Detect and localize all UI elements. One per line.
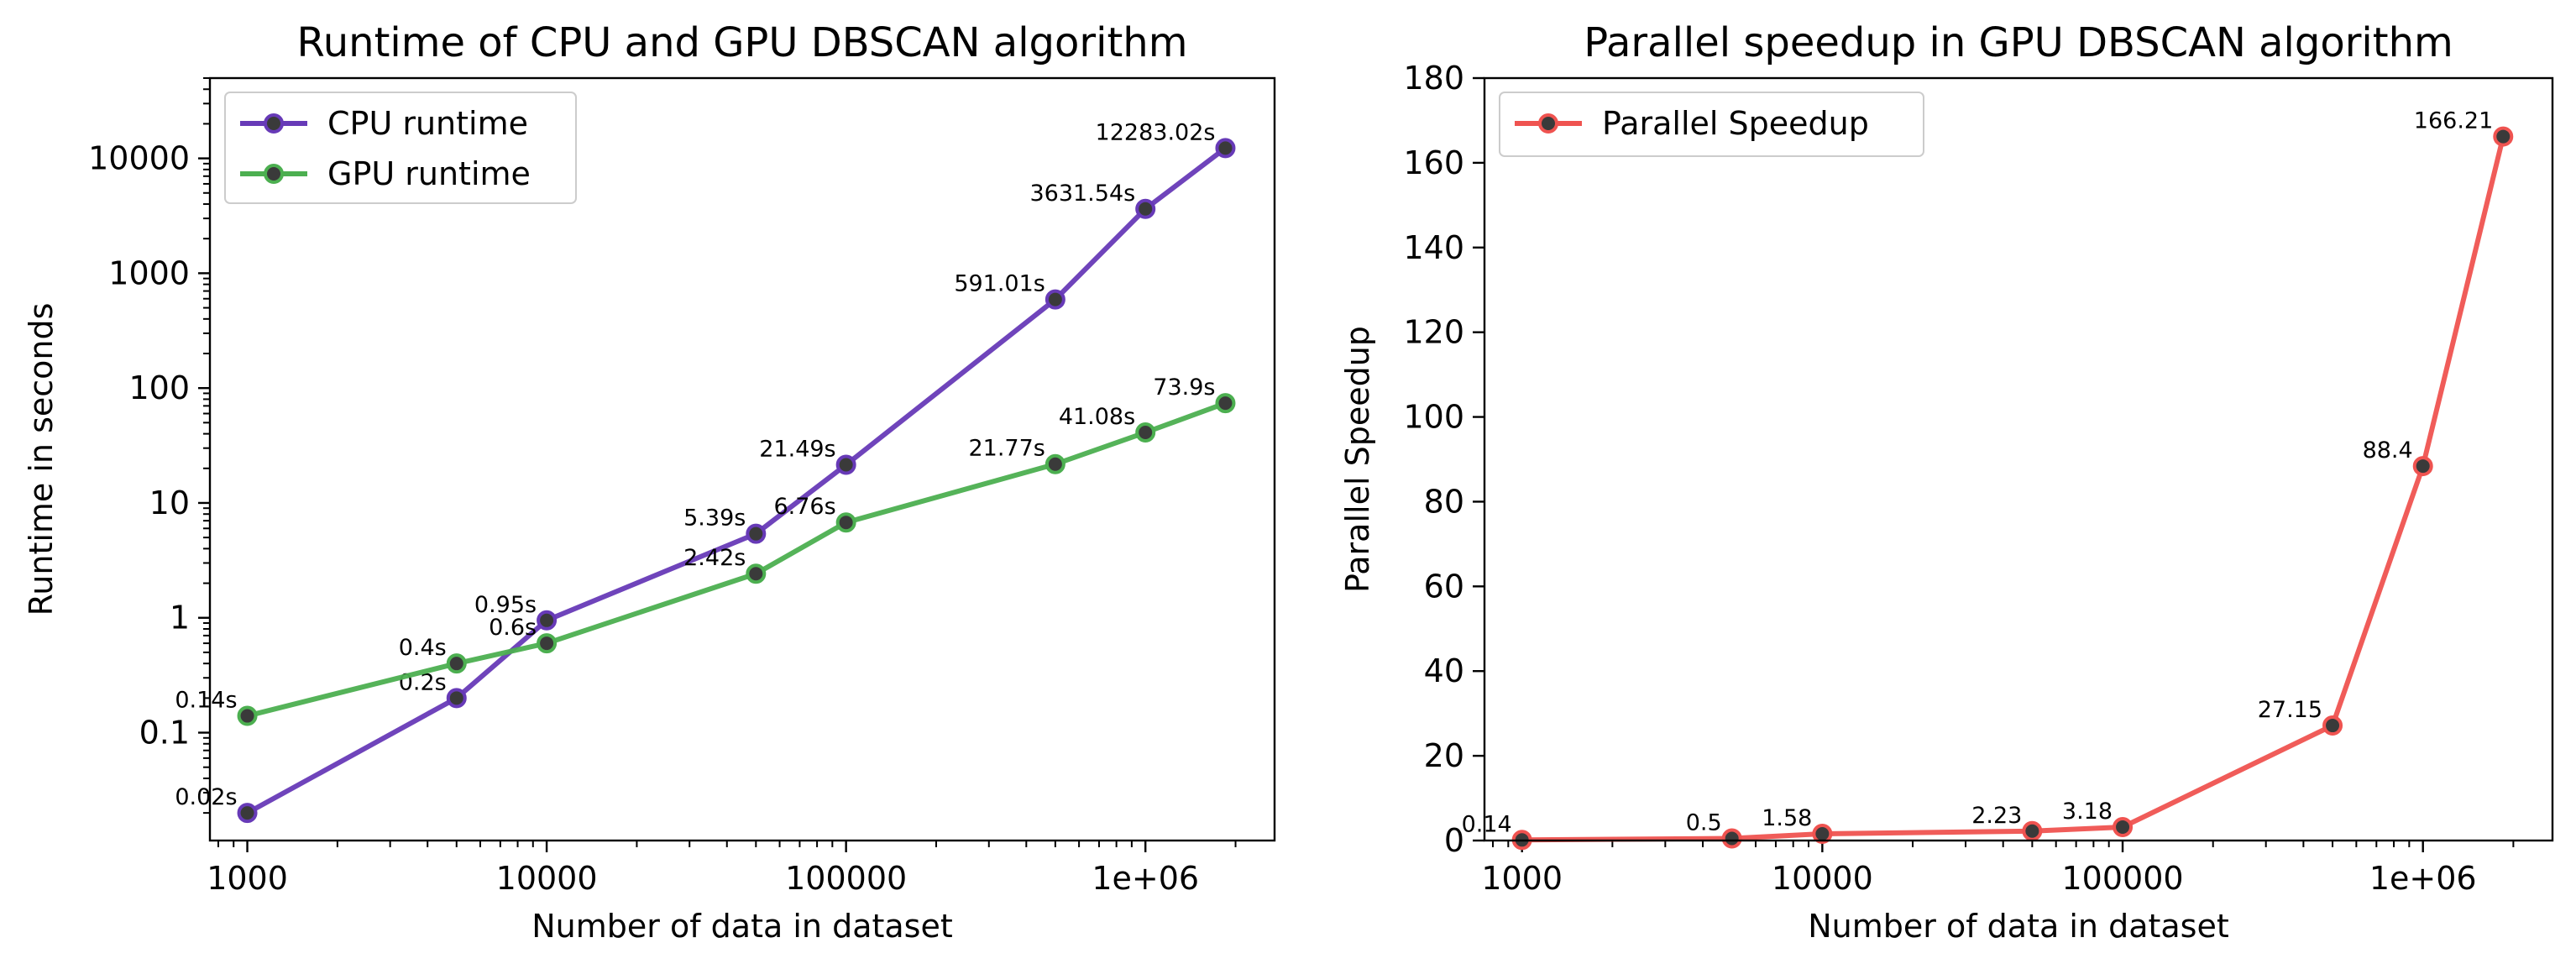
y-axis-label: Runtime in seconds [23,303,60,616]
data-label: 27.15 [2258,697,2322,723]
data-point [746,563,767,584]
x-tick-label: 1e+06 [1092,860,1199,897]
plot-frame [208,76,1276,842]
chart-title: Runtime of CPU and GPU DBSCAN algorithm [297,19,1188,66]
data-point [1045,289,1065,310]
x-axis-label: Number of data in dataset [531,908,953,945]
data-label: 2.23 [1971,803,2022,829]
data-point [1812,824,1833,845]
y-tick-label: 80 [1424,483,1464,520]
data-label: 73.9s [1153,375,1215,401]
data-label: 12283.02s [1096,119,1216,145]
y-tick-label: 10000 [88,140,190,177]
legend-box [1499,92,1924,157]
y-tick-label: 140 [1403,229,1464,266]
x-tick-label: 1000 [207,860,288,897]
data-point [237,705,258,726]
data-label: 3.18 [2062,799,2113,825]
data-label: 0.14s [175,688,237,714]
data-point [2322,715,2343,736]
data-label: 21.49s [759,437,835,463]
data-label: 0.95s [474,592,537,618]
data-point [537,633,558,654]
x-axis-label: Number of data in dataset [1808,908,2229,945]
legend-marker [264,164,284,184]
speedup-chart: Parallel speedup in GPU DBSCAN algorithm… [1339,19,2554,945]
plot-frame [1483,76,2554,842]
data-point [446,653,467,674]
y-tick-label: 1 [170,600,190,636]
data-label: 166.21 [2414,108,2493,134]
y-tick-label: 120 [1403,314,1464,351]
data-label: 591.01s [954,271,1045,297]
y-tick-label: 100 [1403,399,1464,436]
data-point [2113,816,2134,837]
data-point [835,512,856,533]
x-tick-label: 10000 [496,860,598,897]
data-label: 3631.54s [1029,181,1135,207]
series-line [244,401,1228,719]
legend-marker [264,113,284,134]
data-point [746,523,767,544]
x-tick-label: 1000 [1481,860,1563,897]
chart-title: Parallel speedup in GPU DBSCAN algorithm [1584,19,2453,66]
data-point [1215,138,1236,159]
data-label: 2.42s [683,545,746,571]
data-label: 0.5 [1686,809,1722,835]
data-point [1135,422,1156,443]
data-label: 0.6s [489,615,537,641]
data-label: 0.02s [175,784,237,810]
data-label: 5.39s [683,505,746,532]
data-label: 41.08s [1059,404,1135,430]
legend-marker [1538,113,1558,134]
y-tick-label: 1000 [108,254,190,291]
x-tick-label: 100000 [785,860,907,897]
y-tick-label: 40 [1424,652,1464,689]
x-tick-label: 10000 [1772,860,1873,897]
data-point [1215,393,1236,414]
y-tick-label: 10 [149,484,190,521]
y-tick-label: 0.1 [139,715,190,752]
data-point [446,688,467,709]
y-tick-label: 0 [1444,822,1464,859]
legend-label: GPU runtime [327,155,531,192]
data-label: 6.76s [773,494,835,520]
data-point [2022,820,2043,841]
y-tick-label: 180 [1403,60,1464,97]
x-tick-label: 1e+06 [2369,860,2477,897]
data-label: 88.4 [2363,437,2413,464]
data-point [835,454,856,475]
legend-label: CPU runtime [327,105,528,142]
data-label: 0.14 [1462,811,1512,837]
series-line [244,145,1228,816]
data-point [237,803,258,824]
data-label: 1.58 [1762,805,1812,831]
data-point [1045,453,1065,474]
runtime-chart: Runtime of CPU and GPU DBSCAN algorithm 1… [23,19,1276,945]
data-point [537,610,558,631]
y-axis-label: Parallel Speedup [1339,326,1376,593]
y-tick-label: 160 [1403,144,1464,181]
x-tick-label: 100000 [2062,860,2184,897]
y-tick-label: 60 [1424,568,1464,605]
data-point [1721,828,1742,849]
data-label: 0.4s [399,635,447,661]
legend-box [224,92,577,204]
y-tick-label: 100 [128,369,190,406]
data-point [2493,126,2514,147]
y-tick-label: 20 [1424,737,1464,774]
data-point [1135,198,1156,219]
data-point [2412,456,2433,477]
data-label: 21.77s [968,436,1045,462]
series-line [1519,134,2506,843]
legend-label: Parallel Speedup [1602,105,1869,142]
